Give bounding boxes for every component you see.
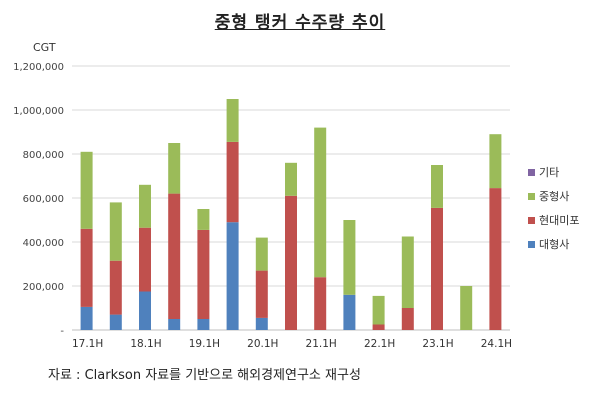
bar-segment — [372, 324, 385, 330]
bar-segment — [197, 319, 210, 330]
y-axis-unit-label: CGT — [33, 41, 56, 54]
bar-segment — [255, 237, 268, 271]
y-tick-label: 200,000 — [23, 282, 64, 293]
legend-swatch — [528, 192, 535, 200]
bar-segment — [489, 188, 502, 330]
legend-swatch — [528, 240, 535, 248]
x-tick-label: 21.1H — [306, 338, 337, 350]
bar-segment — [460, 286, 473, 330]
bar-segment — [226, 222, 239, 330]
chart-title: 중형 탱커 수주량 추이 — [214, 13, 386, 33]
bar-segment — [401, 308, 414, 330]
bar-segment — [168, 319, 181, 330]
y-tick-label: - — [60, 326, 64, 337]
bars — [80, 99, 502, 330]
legend-item: 중형사 — [528, 184, 579, 208]
legend-label: 대형사 — [539, 238, 570, 251]
bar-segment — [109, 202, 122, 261]
y-tick-label: 1,000,000 — [13, 106, 64, 117]
x-tick-label: 24.1H — [481, 338, 512, 350]
bar-segment — [372, 295, 385, 325]
bar-segment — [255, 270, 268, 318]
bar-segment — [226, 99, 239, 142]
x-tick-label: 22.1H — [364, 338, 395, 350]
bar-segment — [139, 227, 151, 292]
bar-segment — [285, 195, 297, 330]
legend-item: 대형사 — [528, 232, 579, 256]
bar-segment — [80, 228, 93, 307]
stacked-bar-chart: - 200,000 400,000 600,000 800,000 1,000,000 1,… — [13, 62, 512, 350]
x-tick-label: 19.1H — [189, 338, 220, 350]
bar-segment — [285, 162, 297, 196]
legend-item: 현대미포 — [528, 208, 579, 232]
x-tick-labels: 17.1H 18.1H 19.1H 20.1H 21.1H 22.1H 23.1H 24.1H — [72, 338, 512, 350]
y-tick-label: 800,000 — [23, 150, 64, 161]
bar-segment — [431, 165, 443, 208]
bar-segment — [401, 236, 414, 308]
bar-segment — [226, 141, 239, 223]
bar-segment — [168, 193, 181, 319]
bar-segment — [197, 209, 210, 230]
source-note: 자료 : Clarkson 자료를 기반으로 해외경제연구소 재구성 — [48, 368, 361, 383]
bar-segment — [109, 260, 122, 315]
bar-segment — [139, 184, 151, 228]
x-tick-label: 23.1H — [422, 338, 453, 350]
bar-segment — [80, 151, 93, 229]
legend-label: 기타 — [539, 166, 560, 179]
bar-segment — [109, 314, 122, 330]
legend-swatch — [528, 216, 535, 224]
legend-label: 중형사 — [539, 190, 570, 203]
x-tick-label: 20.1H — [247, 338, 278, 350]
legend-item: 기타 — [528, 160, 579, 184]
y-tick-label: 400,000 — [23, 238, 64, 249]
legend-label: 현대미포 — [539, 214, 580, 227]
y-tick-label: 600,000 — [23, 194, 64, 205]
bar-segment — [139, 291, 151, 330]
bar-segment — [314, 277, 327, 330]
bar-segment — [343, 294, 356, 330]
bar-segment — [80, 306, 93, 330]
bar-segment — [431, 207, 443, 330]
bar-segment — [197, 229, 210, 319]
bar-segment — [168, 143, 181, 194]
x-tick-label: 17.1H — [72, 338, 103, 350]
bar-segment — [314, 127, 327, 278]
bar-segment — [255, 317, 268, 330]
bar-segment — [489, 134, 502, 189]
y-tick-label: 1,200,000 — [13, 62, 64, 73]
y-tick-labels: - 200,000 400,000 600,000 800,000 1,000,000 1,… — [13, 62, 64, 337]
legend-swatch — [528, 168, 535, 176]
bar-segment — [343, 220, 356, 295]
x-tick-label: 18.1H — [130, 338, 161, 350]
